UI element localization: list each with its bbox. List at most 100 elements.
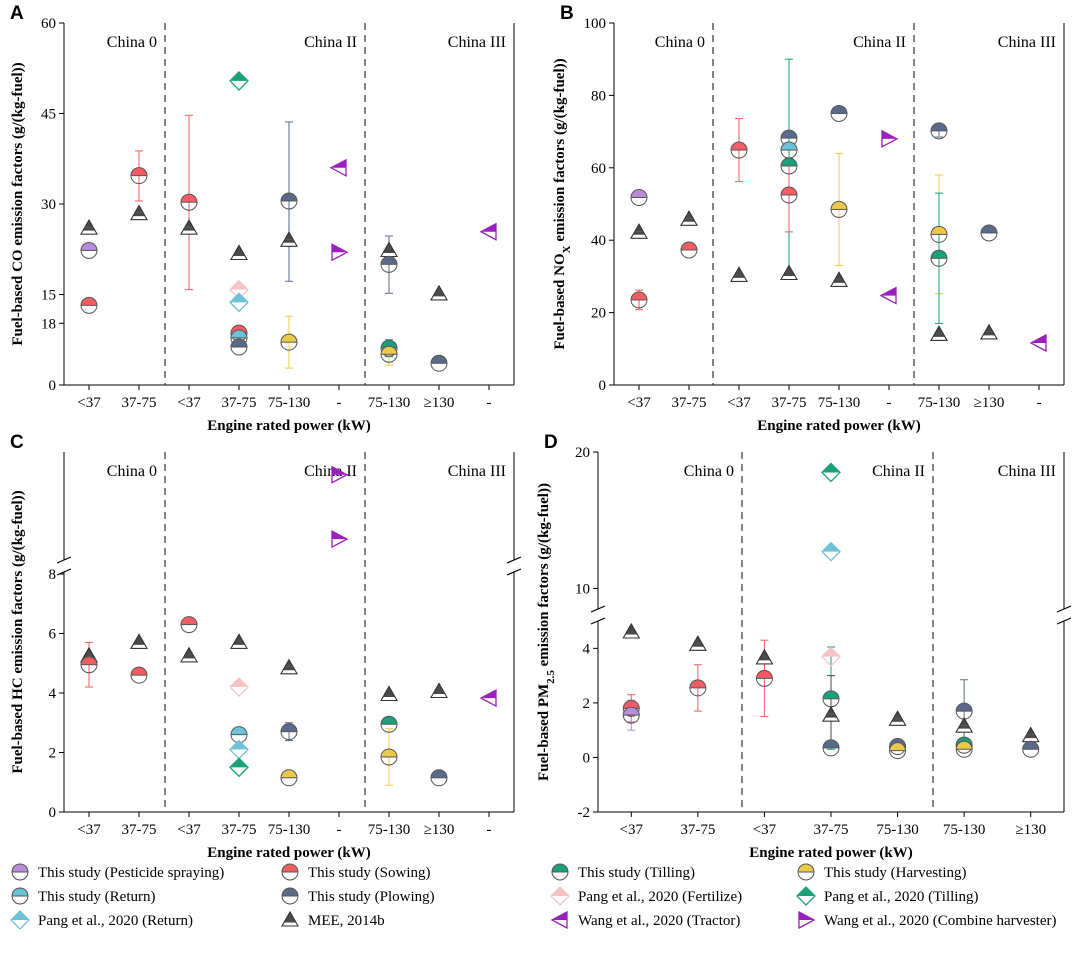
legend-marker: [550, 910, 568, 930]
x-tick-label: 75-130: [368, 822, 411, 838]
x-axis-title: Engine rated power (kW): [207, 418, 370, 434]
legend-label: This study (Plowing): [308, 889, 435, 905]
region-label: China II: [853, 34, 906, 51]
point-pang_return: [229, 292, 249, 313]
point-pang_fertilize: [229, 677, 249, 697]
point-plowing: [822, 739, 840, 757]
y-tick-label: 2: [49, 746, 57, 762]
x-axis-title: Engine rated power (kW): [207, 845, 370, 861]
point-pang_tilling: [229, 71, 249, 91]
point-plowing: [430, 354, 448, 372]
point-plowing: [980, 224, 998, 242]
legend-label: Wang et al., 2020 (Combine harvester): [824, 913, 1056, 929]
y-axis-title-subscript: 2.5: [545, 670, 557, 684]
x-tick-label: ≥130: [424, 822, 455, 838]
point-harvesting: [930, 225, 948, 243]
y-tick-label: 0: [49, 805, 57, 821]
y-tick-label: 2: [583, 696, 591, 712]
y-tick-label: 0: [599, 378, 607, 394]
point-mee: [622, 622, 641, 639]
point-wang_tractor: [479, 222, 497, 241]
legend-label: This study (Return): [38, 889, 156, 905]
point-plowing: [230, 338, 248, 356]
error-bars: [135, 114, 393, 369]
y-tick-label: 40: [591, 233, 606, 249]
legend-marker: [281, 887, 299, 905]
x-tick-label: <37: [627, 395, 651, 411]
region-label: China III: [998, 34, 1056, 51]
x-tick-label: 37-75: [680, 822, 715, 838]
x-tick-label: <37: [177, 395, 201, 411]
x-tick-label: ≥130: [1015, 822, 1046, 838]
point-mee: [430, 682, 448, 699]
y-axis-title: Fuel-based HC emission factors (g/(kg-fu…: [10, 490, 26, 773]
legend-marker: [551, 863, 569, 881]
point-mee: [280, 658, 298, 675]
region-label: China 0: [107, 463, 157, 480]
error-bars: [627, 639, 969, 750]
y-axis-title: Fuel-based PM2.5 emission factors (g/(kg…: [536, 483, 557, 781]
point-mee: [180, 219, 198, 235]
point-wang_tractor: [1029, 333, 1047, 353]
x-tick-label: <37: [620, 822, 644, 838]
x-tick-label: -: [337, 395, 342, 411]
legend-marker: [798, 910, 816, 930]
x-tick-label: 75-130: [943, 822, 986, 838]
legend-item-harvesting: This study (Harvesting): [797, 863, 966, 881]
data-points: [80, 465, 497, 787]
point-mee: [822, 706, 840, 722]
panel-a: A 0 15 30 45 60 <37 37-75 <37 37-75 75-130 - 75-130 ≥…: [10, 3, 515, 434]
point-harvesting: [380, 345, 398, 363]
point-sowing: [130, 167, 148, 185]
point-plowing: [380, 255, 398, 273]
point-sowing: [755, 669, 773, 687]
region-label: China II: [872, 463, 925, 480]
point-sowing: [730, 141, 748, 159]
point-plowing: [280, 723, 298, 741]
y-axis-title-subscript: X: [561, 245, 573, 253]
point-sowing: [80, 656, 98, 674]
y-tick-label: 18: [41, 316, 56, 332]
point-mee: [130, 633, 148, 649]
x-tick-label: 37-75: [814, 822, 849, 838]
panel-label: A: [10, 3, 24, 24]
panel-label: D: [544, 432, 558, 453]
point-mee: [955, 717, 974, 733]
point-mee: [688, 635, 707, 651]
y-tick-label: -2: [578, 805, 591, 821]
point-mee: [380, 241, 398, 257]
y-tick-label: 4: [49, 686, 57, 702]
x-tick-label: 37-75: [672, 395, 707, 411]
y-axis-title: Fuel-based CO emission factors (g/(kg-fu…: [10, 62, 26, 345]
point-tilling: [930, 249, 948, 267]
y-tick-label: 80: [591, 88, 606, 104]
axis-break-mark: [590, 617, 606, 625]
legend-label: This study (Pesticide spraying): [38, 865, 224, 881]
y-tick-label: 20: [575, 445, 590, 461]
legend-label: This study (Harvesting): [824, 865, 966, 881]
point-mee: [180, 646, 198, 663]
y-axis-title-main: Fuel-based PM: [536, 684, 552, 781]
x-tick-label: 37-75: [222, 395, 257, 411]
point-mee: [888, 710, 907, 726]
point-mee: [230, 244, 248, 260]
x-tick-label: <37: [77, 822, 101, 838]
x-tick-label: 75-130: [876, 822, 919, 838]
panel-label: B: [560, 3, 574, 24]
axis-break-mark: [506, 568, 522, 576]
y-axis-title: Fuel-based NOX emission factors (g/(kg-f…: [552, 58, 573, 349]
point-wang_combine: [331, 243, 349, 262]
point-mee: [280, 231, 298, 247]
x-tick-label: ≥130: [424, 395, 455, 411]
region-label: China II: [304, 463, 357, 480]
region-label: China III: [998, 463, 1056, 480]
data-points: [80, 71, 497, 372]
point-sowing: [80, 296, 98, 314]
legend-label: Pang et al., 2020 (Return): [38, 913, 193, 929]
x-tick-label: <37: [77, 395, 101, 411]
point-wang_tractor: [479, 688, 497, 708]
legend-marker: [797, 863, 815, 881]
y-tick-label: 0: [583, 750, 591, 766]
point-pesticide: [622, 706, 640, 724]
y-tick-label: 4: [583, 641, 591, 657]
